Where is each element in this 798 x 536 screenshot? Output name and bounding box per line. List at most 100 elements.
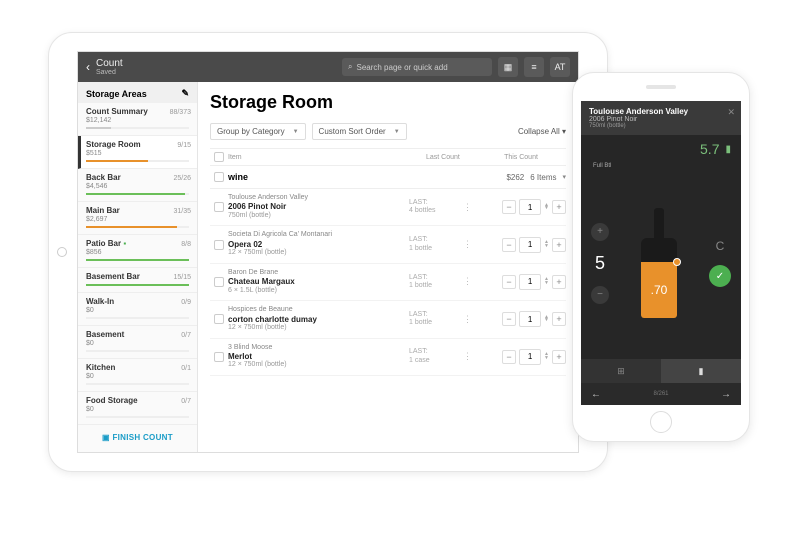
select-all-checkbox[interactable] (214, 152, 224, 162)
sidebar: Storage Areas ✎ Count Summary$12,14288/3… (78, 82, 198, 452)
search-icon: ⌕ (348, 62, 352, 72)
decrement-button[interactable]: − (502, 350, 516, 364)
sidebar-item-count: 15/15 (173, 274, 191, 281)
table-row[interactable]: Hospices de Beaunecorton charlotte dumay… (210, 301, 566, 338)
item-position: 8/261 (653, 391, 668, 397)
more-icon[interactable]: ⋮ (459, 351, 476, 362)
sidebar-item-count: 0/9 (181, 299, 191, 306)
row-checkbox[interactable] (214, 240, 224, 250)
sidebar-item[interactable]: Food Storage$00/7 (78, 392, 197, 425)
more-icon[interactable]: ⋮ (459, 202, 476, 213)
spinner-arrows[interactable]: ▲▼ (544, 241, 549, 248)
spinner-arrows[interactable]: ▲▼ (544, 278, 549, 285)
phone-header: Toulouse Anderson Valley 2006 Pinot Noir… (581, 101, 741, 135)
quantity-input[interactable]: 1 (519, 199, 541, 215)
scan-button[interactable]: ▦ (498, 57, 518, 77)
sidebar-item[interactable]: Storage Room$5159/15 (78, 136, 197, 169)
col-this: This Count (476, 154, 566, 161)
last-label: LAST: (409, 348, 459, 356)
increment-button[interactable]: + (552, 312, 566, 326)
tab-keypad[interactable]: ⊞ (581, 359, 661, 383)
tab-bottle[interactable]: ▮ (661, 359, 741, 383)
confirm-button[interactable]: ✓ (709, 265, 731, 287)
category-value: $262 (506, 173, 524, 182)
last-label: LAST: (409, 199, 459, 207)
user-avatar[interactable]: AT (550, 57, 570, 77)
phone-home-button[interactable] (650, 411, 672, 433)
quantity-input[interactable]: 1 (519, 274, 541, 290)
spinner-arrows[interactable]: ▲▼ (544, 204, 549, 211)
phone-item-product: 2006 Pinot Noir (589, 116, 733, 123)
more-icon[interactable]: ⋮ (459, 239, 476, 250)
decrement-button[interactable]: − (502, 312, 516, 326)
increment-button[interactable]: + (552, 238, 566, 252)
sidebar-item[interactable]: Basement Bar15/15 (78, 268, 197, 293)
decrement-button[interactable]: − (591, 286, 609, 304)
fill-slider-handle[interactable] (673, 258, 681, 266)
close-icon[interactable]: ✕ (727, 107, 735, 118)
table-row[interactable]: Baron De BraneChateau Margaux6 × 1.5L (b… (210, 264, 566, 301)
sidebar-header: Storage Areas ✎ (78, 82, 197, 103)
phone-nav: ← 8/261 → (581, 383, 741, 405)
quantity-input[interactable]: 1 (519, 237, 541, 253)
row-checkbox[interactable] (214, 202, 224, 212)
table-row[interactable]: Toulouse Anderson Valley2006 Pinot Noir7… (210, 189, 566, 226)
category-row[interactable]: wine $262 6 Items ▾ (210, 166, 566, 189)
sidebar-item[interactable]: Walk-In$00/9 (78, 293, 197, 326)
sidebar-item[interactable]: Patio Bar ▪$8568/8 (78, 235, 197, 268)
more-icon[interactable]: ⋮ (459, 276, 476, 287)
phone-speaker (646, 85, 676, 89)
table-row[interactable]: 3 Blind MooseMerlot12 × 750ml (bottle)LA… (210, 339, 566, 376)
group-by-select[interactable]: Group by Category▼ (210, 123, 306, 140)
last-value: 1 bottle (409, 245, 459, 253)
tablet-home-button[interactable] (57, 247, 67, 257)
increment-button[interactable]: + (552, 200, 566, 214)
bottle-icon: ▮ (725, 144, 731, 155)
sidebar-item-count: 25/26 (173, 175, 191, 182)
sidebar-item[interactable]: Back Bar$4,54625/26 (78, 169, 197, 202)
sidebar-item[interactable]: Main Bar$2,69731/35 (78, 202, 197, 235)
item-product: Chateau Margaux (228, 277, 409, 287)
bottle-gauge[interactable]: .70 (615, 203, 703, 323)
increment-button[interactable]: + (552, 350, 566, 364)
item-size: 750ml (bottle) (228, 212, 409, 220)
chevron-down-icon: ▾ (562, 173, 566, 181)
sidebar-item-count: 88/373 (170, 109, 191, 116)
sidebar-item[interactable]: Count Summary$12,14288/373 (78, 103, 197, 136)
spinner-arrows[interactable]: ▲▼ (544, 353, 549, 360)
decrement-button[interactable]: − (502, 275, 516, 289)
edit-icon[interactable]: ✎ (181, 88, 189, 99)
item-brand: Societa Di Agricola Ca' Montanari (228, 231, 409, 239)
col-last: Last Count (426, 154, 476, 161)
quantity-input[interactable]: 1 (519, 349, 541, 365)
increment-button[interactable]: + (552, 275, 566, 289)
clear-button[interactable]: C (716, 239, 725, 253)
decrement-button[interactable]: − (502, 238, 516, 252)
row-checkbox[interactable] (214, 352, 224, 362)
sidebar-item-name: Storage Room (86, 140, 189, 149)
search-placeholder: Search page or quick add (356, 63, 447, 72)
search-input[interactable]: ⌕ Search page or quick add (342, 58, 492, 76)
prev-item-button[interactable]: ← (591, 389, 601, 400)
sidebar-item[interactable]: Basement$00/7 (78, 326, 197, 359)
back-icon[interactable]: ‹ (86, 60, 90, 74)
row-checkbox[interactable] (214, 277, 224, 287)
next-item-button[interactable]: → (721, 389, 731, 400)
decrement-button[interactable]: − (502, 200, 516, 214)
menu-button[interactable]: ≡ (524, 57, 544, 77)
more-icon[interactable]: ⋮ (459, 314, 476, 325)
sidebar-item[interactable]: Kitchen$00/1 (78, 359, 197, 392)
sort-select[interactable]: Custom Sort Order▼ (312, 123, 407, 140)
finish-count-button[interactable]: ▣ FINISH COUNT (78, 425, 197, 450)
collapse-all-button[interactable]: Collapse All ▾ (518, 127, 566, 136)
quantity-input[interactable]: 1 (519, 311, 541, 327)
item-product: 2006 Pinot Noir (228, 202, 409, 212)
sidebar-item-name: Patio Bar ▪ (86, 239, 189, 248)
sidebar-item-name: Kitchen (86, 363, 189, 372)
table-row[interactable]: Societa Di Agricola Ca' MontanariOpera 0… (210, 226, 566, 263)
row-checkbox[interactable] (214, 314, 224, 324)
increment-button[interactable]: + (591, 223, 609, 241)
category-checkbox[interactable] (214, 172, 224, 182)
spinner-arrows[interactable]: ▲▼ (544, 316, 549, 323)
sidebar-item-value: $2,697 (86, 216, 189, 223)
